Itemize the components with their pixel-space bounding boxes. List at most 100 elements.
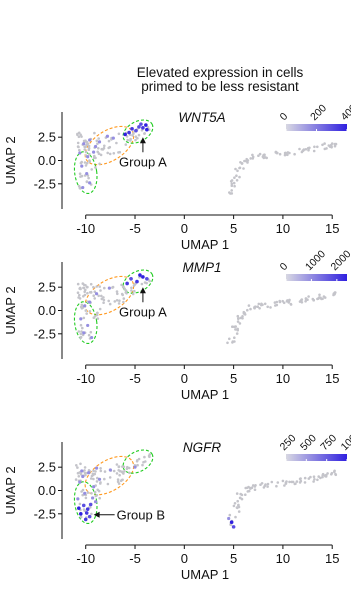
cell-point	[90, 474, 94, 478]
cell-point	[316, 478, 319, 482]
cell-point	[83, 290, 86, 294]
group-annotation: Group B	[93, 507, 165, 522]
cell-point	[79, 133, 82, 136]
color-scale-tick-label: 400	[339, 102, 351, 123]
cell-point	[122, 472, 125, 475]
cell-point-mid	[227, 516, 231, 521]
cell-point-mid	[133, 465, 137, 469]
cell-point	[112, 152, 116, 155]
cell-point	[285, 480, 288, 483]
cell-point	[81, 326, 84, 330]
gene-label: MMP1	[182, 260, 221, 275]
cell-point	[86, 291, 89, 295]
cell-point	[332, 292, 336, 295]
cell-point	[136, 463, 139, 467]
cell-point	[245, 158, 249, 162]
cell-point	[235, 179, 239, 182]
cell-point	[251, 155, 255, 159]
cell-point	[125, 467, 129, 471]
cell-point	[235, 506, 239, 509]
color-scale-tick-label: 100	[339, 432, 351, 453]
cell-point-mid	[79, 317, 83, 321]
cell-point	[76, 466, 79, 469]
cell-point	[240, 162, 244, 165]
y-tick-label: -2.5	[34, 176, 56, 191]
cell-point	[259, 483, 262, 487]
cell-point	[303, 481, 307, 484]
figure-title-line-1: Elevated expression in cells	[136, 65, 304, 80]
cell-point	[251, 484, 255, 487]
cell-point	[103, 144, 106, 148]
cell-point	[303, 476, 307, 480]
cell-point	[80, 330, 83, 333]
cell-point	[95, 493, 99, 497]
cell-point	[87, 144, 91, 148]
cell-point	[100, 147, 103, 151]
cell-point	[130, 289, 133, 292]
cell-point	[237, 503, 240, 507]
cell-point	[83, 145, 87, 149]
cell-point	[123, 287, 126, 291]
cell-point	[234, 167, 237, 171]
cell-point	[77, 135, 81, 139]
cell-point	[244, 493, 247, 497]
y-tick-label: 0.0	[38, 153, 56, 168]
y-axis-label: UMAP 2	[3, 136, 18, 184]
cell-point	[96, 311, 99, 315]
cell-point	[270, 480, 274, 484]
cell-point-mid	[81, 185, 85, 190]
cell-point	[234, 515, 237, 519]
cell-point-mid	[107, 286, 111, 290]
cell-point	[247, 304, 251, 307]
cell-point	[321, 472, 325, 476]
cell-point	[100, 294, 103, 298]
cell-point-mid	[92, 150, 96, 154]
x-tick-label: -5	[129, 371, 141, 386]
cell-point	[330, 142, 334, 145]
cell-point-mid	[97, 140, 102, 144]
cell-point-mid	[88, 138, 92, 142]
cell-point	[243, 311, 246, 315]
cell-point-mid	[76, 497, 80, 501]
cell-point-high	[85, 507, 90, 511]
cell-point	[126, 138, 129, 142]
umap-panel-wnt5a: -10 -5 0 5 10 15 2.5 0.0 -2.5 UMAP 1 UMAP 2 WNT5A 0 2…	[3, 102, 351, 252]
cell-point-high	[134, 128, 138, 133]
cell-point	[98, 496, 101, 500]
cell-point	[122, 297, 126, 300]
cell-point-mid	[93, 500, 98, 504]
cell-point	[235, 332, 239, 335]
cell-point	[116, 478, 120, 481]
cell-point	[236, 320, 240, 323]
cell-point	[299, 479, 303, 483]
cell-point-high	[83, 517, 88, 522]
cell-point	[302, 148, 306, 151]
cell-point	[333, 470, 336, 474]
cell-point	[76, 132, 79, 136]
cell-point	[316, 297, 319, 301]
annotation-label: Group A	[119, 154, 167, 169]
cell-point-high	[135, 279, 139, 284]
color-scale-tick-label: 1000	[303, 248, 328, 273]
cell-point	[93, 154, 96, 158]
cell-point	[276, 151, 279, 155]
cell-point-mid	[86, 155, 90, 159]
cell-point	[115, 299, 119, 302]
cell-point	[321, 475, 324, 479]
cell-point	[232, 181, 236, 185]
cell-point	[103, 470, 107, 473]
cell-point	[102, 146, 106, 150]
cell-point	[97, 147, 100, 150]
gene-label: NGFR	[183, 440, 221, 455]
cell-point	[232, 325, 236, 329]
cell-point-high	[127, 130, 131, 135]
cell-point-mid	[82, 142, 86, 146]
cell-point	[241, 315, 244, 318]
cell-point-mid	[97, 477, 102, 481]
cell-point	[231, 325, 234, 329]
cell-point	[260, 303, 263, 307]
cell-point	[273, 301, 277, 304]
cell-point	[307, 295, 310, 298]
cell-point	[98, 162, 101, 166]
cell-point	[89, 290, 93, 294]
